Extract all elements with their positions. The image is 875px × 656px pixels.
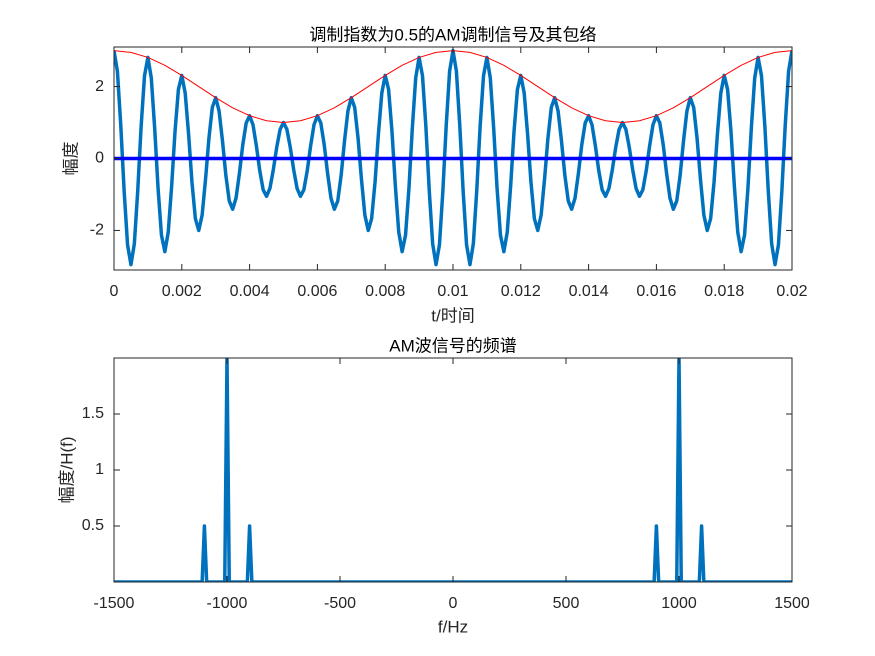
x-axis-label: f/Hz xyxy=(438,617,468,636)
axes: 0 0.002 0.004 0.006 0.008 0.01 0.012 0.014 0.016… xyxy=(61,25,807,325)
x-tick-label: 0.004 xyxy=(230,283,270,300)
x-tick-label: -500 xyxy=(324,595,356,612)
chart-title: AM波信号的频谱 xyxy=(389,336,517,355)
y-tick-label: 0 xyxy=(95,150,104,167)
x-tick-label: 0.006 xyxy=(297,283,337,300)
x-tick-label: 0.002 xyxy=(162,283,202,300)
x-tick-label: 0 xyxy=(449,595,458,612)
x-tick-label: 0.01 xyxy=(437,283,468,300)
x-tick-label: 1000 xyxy=(661,595,697,612)
x-tick-label: 0 xyxy=(110,283,119,300)
x-axis-label: t/时间 xyxy=(431,306,474,325)
y-axis-label: 幅度 xyxy=(61,142,80,176)
y-tick-label: 0.5 xyxy=(82,517,104,534)
x-tick-label: 0.014 xyxy=(569,283,609,300)
x-tick-label: 500 xyxy=(553,595,580,612)
y-tick-label: 1 xyxy=(95,461,104,478)
y-tick-label: 1.5 xyxy=(82,405,104,422)
y-axis-label: 幅度/H(f) xyxy=(57,436,76,503)
y-tick-label: -2 xyxy=(90,222,104,239)
x-tick-label: -1500 xyxy=(94,595,135,612)
axes: -1500 -1000 -500 0 500 1000 1500 0.5 1 1.5 AM波信号的频… xyxy=(57,336,809,636)
chart-title: 调制指数为0.5的AM调制信号及其包络 xyxy=(309,25,596,44)
x-tick-label: 0.008 xyxy=(365,283,405,300)
x-tick-label: 0.016 xyxy=(636,283,676,300)
x-tick-label: -1000 xyxy=(207,595,248,612)
x-tick-label: 0.012 xyxy=(501,283,541,300)
y-tick-label: 2 xyxy=(95,78,104,95)
plot-area xyxy=(114,358,792,582)
x-tick-label: 0.018 xyxy=(704,283,744,300)
x-tick-label: 0.02 xyxy=(776,283,807,300)
x-tick-label: 1500 xyxy=(774,595,810,612)
